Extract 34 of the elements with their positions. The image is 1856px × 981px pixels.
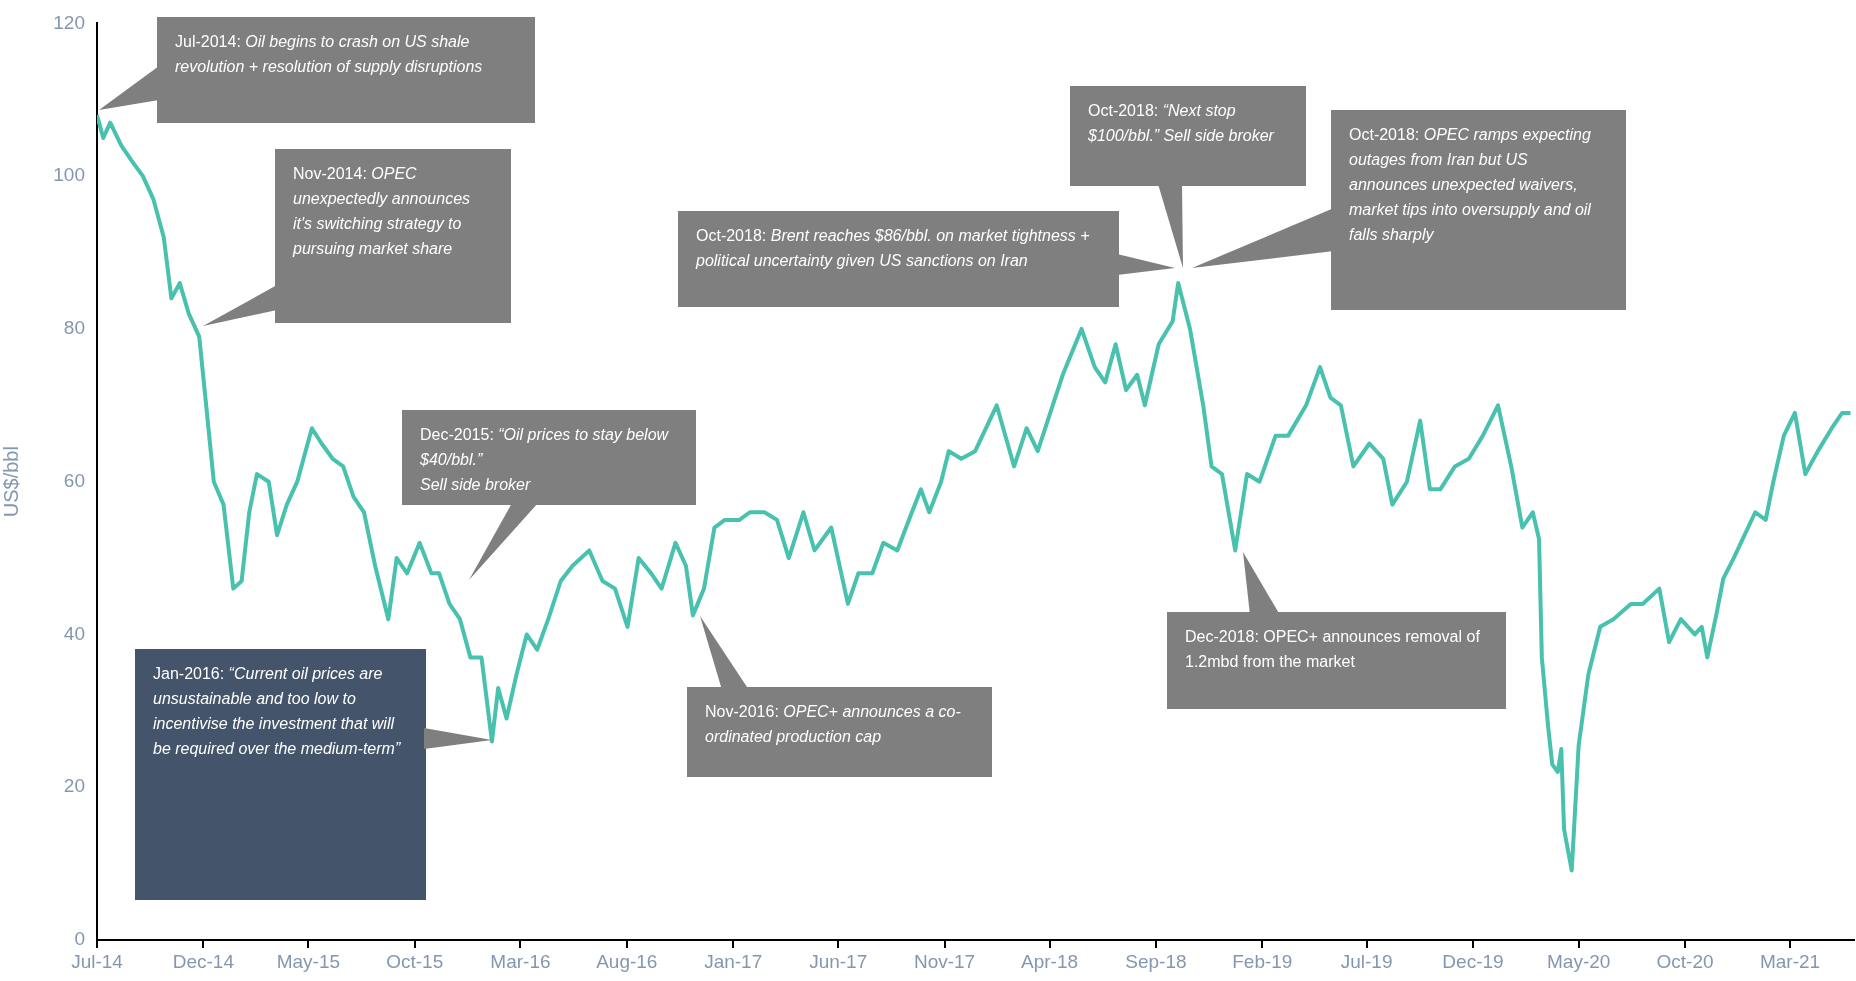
annotation: Dec-2018: OPEC+ announces removal of 1.2mbd from the market	[1185, 628, 1480, 670]
x-tick-label: Sep-18	[1125, 950, 1187, 972]
y-tick-label: 60	[63, 469, 85, 491]
annotation: Nov-2016: OPEC+ announces a co-ordinated production cap	[705, 703, 961, 745]
y-tick-label: 40	[63, 622, 85, 644]
annotation: Jul-2014: Oil begins to crash on US shale revolution + resolution of supply disruptions	[175, 33, 483, 75]
x-tick-label: Nov-17	[913, 950, 976, 972]
x-tick-label: Aug-16	[596, 950, 658, 972]
x-tick-label: Mar-16	[490, 950, 551, 972]
annotation: Oct-2018: “Next stop $100/bbl.” Sell side broker	[1088, 102, 1274, 144]
annotation: Dec-2015: “Oil prices to stay below $40/bbl.” Sell side broker	[420, 426, 669, 493]
y-axis-title: US$/bbl	[0, 446, 22, 518]
x-tick-label: Oct-15	[386, 950, 444, 972]
y-tick-label: 20	[63, 775, 85, 797]
x-tick-label: Jul-19	[1340, 950, 1393, 972]
x-tick-label: Apr-18	[1021, 950, 1079, 972]
x-tick-label: Dec-19	[1442, 950, 1504, 972]
x-tick-label: Jan-17	[704, 950, 763, 972]
annotation: Oct-2018: Brent reaches $86/bbl. on market tightness + political uncertainty given US sanctions on Iran	[696, 227, 1090, 269]
x-tick-label: Jul-14	[71, 950, 124, 972]
x-tick-label: May-20	[1546, 950, 1611, 972]
annotation: Jan-2016: “Current oil prices are unsustainable and too low to incentivise the investment that will be required over the medium-term”	[153, 665, 401, 757]
x-tick-label: Dec-14	[172, 950, 235, 972]
y-tick-label: 80	[63, 317, 85, 339]
y-tick-label: 120	[53, 11, 85, 33]
x-tick-label: May-15	[276, 950, 341, 972]
annotation: Oct-2018: OPEC ramps expecting outages from Iran but US announces unexpected waivers, market tips into oversupply and oil falls sharply	[1349, 126, 1591, 243]
y-tick-label: 0	[74, 928, 85, 950]
annotation: Nov-2014: OPEC unexpectedly announces it's switching strategy to pursuing market share	[293, 165, 471, 257]
y-tick-label: 100	[53, 164, 85, 186]
x-tick-label: Jun-17	[809, 950, 868, 972]
x-tick-label: Feb-19	[1232, 950, 1293, 972]
x-tick-label: Oct-20	[1656, 950, 1714, 972]
x-tick-label: Mar-21	[1759, 950, 1821, 972]
